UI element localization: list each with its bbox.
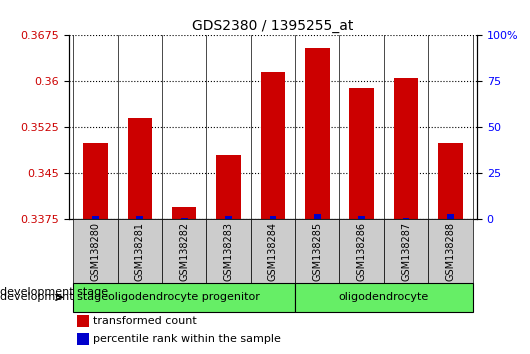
Text: GSM138285: GSM138285 bbox=[312, 222, 322, 281]
Bar bbox=[77, 333, 89, 345]
Bar bbox=[340, 219, 384, 283]
Text: development stage: development stage bbox=[0, 292, 108, 302]
Text: GSM138287: GSM138287 bbox=[401, 222, 411, 281]
Bar bbox=[295, 283, 473, 312]
Bar bbox=[270, 216, 276, 219]
Text: oligodendrocyte progenitor: oligodendrocyte progenitor bbox=[108, 292, 260, 302]
Bar bbox=[181, 218, 188, 219]
Text: transformed count: transformed count bbox=[93, 316, 197, 326]
Bar bbox=[73, 219, 118, 283]
Text: GSM138284: GSM138284 bbox=[268, 222, 278, 281]
Bar bbox=[128, 118, 152, 219]
Bar bbox=[216, 155, 241, 219]
Text: percentile rank within the sample: percentile rank within the sample bbox=[93, 334, 281, 344]
Text: GSM138281: GSM138281 bbox=[135, 222, 145, 281]
Bar bbox=[206, 219, 251, 283]
Bar bbox=[314, 214, 321, 219]
Text: development stage: development stage bbox=[0, 287, 108, 297]
Bar bbox=[305, 48, 330, 219]
Bar bbox=[394, 78, 418, 219]
Bar bbox=[438, 143, 463, 219]
Text: GSM138288: GSM138288 bbox=[445, 222, 455, 281]
Bar bbox=[358, 216, 365, 219]
Bar bbox=[225, 216, 232, 219]
Bar bbox=[251, 219, 295, 283]
Bar bbox=[118, 219, 162, 283]
Bar bbox=[83, 143, 108, 219]
Text: GSM138283: GSM138283 bbox=[224, 222, 234, 281]
Bar bbox=[77, 315, 89, 327]
Bar bbox=[403, 218, 410, 219]
Bar bbox=[428, 219, 473, 283]
Bar bbox=[92, 216, 99, 219]
Bar bbox=[384, 219, 428, 283]
Text: GSM138282: GSM138282 bbox=[179, 222, 189, 281]
Bar bbox=[172, 207, 197, 219]
Bar bbox=[73, 283, 295, 312]
Text: GSM138280: GSM138280 bbox=[91, 222, 101, 281]
Bar bbox=[447, 214, 454, 219]
Bar bbox=[349, 87, 374, 219]
Text: oligodendrocyte: oligodendrocyte bbox=[339, 292, 429, 302]
Bar bbox=[136, 216, 143, 219]
Bar bbox=[162, 219, 206, 283]
Text: GSM138286: GSM138286 bbox=[357, 222, 367, 281]
Title: GDS2380 / 1395255_at: GDS2380 / 1395255_at bbox=[192, 19, 354, 33]
Bar bbox=[295, 219, 340, 283]
Bar bbox=[261, 72, 285, 219]
